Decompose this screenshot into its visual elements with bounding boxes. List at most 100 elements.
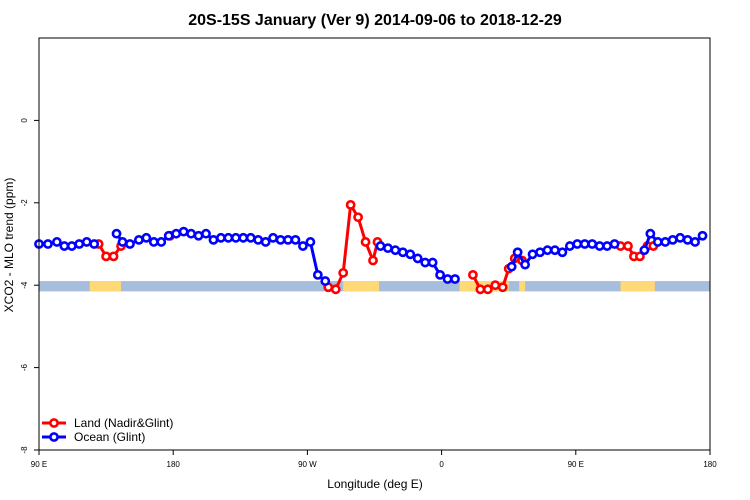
data-point — [375, 241, 386, 251]
data-point — [43, 239, 53, 249]
data-point — [405, 249, 416, 260]
y-tick-label: -6 — [20, 363, 29, 371]
data-point — [535, 247, 545, 258]
data-point — [59, 241, 70, 251]
land-band-segment — [89, 281, 122, 292]
data-point — [542, 245, 553, 256]
data-point — [178, 226, 189, 237]
data-point — [360, 237, 371, 247]
data-point — [602, 241, 613, 251]
data-point — [475, 284, 486, 295]
data-point — [125, 239, 135, 249]
data-point — [253, 234, 264, 245]
x-tick-label: 90 W — [298, 460, 317, 469]
data-point — [527, 249, 538, 260]
data-point — [345, 199, 356, 210]
data-point — [141, 232, 152, 243]
data-point — [645, 228, 656, 239]
y-tick-label: -8 — [20, 446, 29, 454]
data-point — [550, 245, 560, 256]
data-point — [134, 234, 144, 245]
data-point — [208, 234, 219, 245]
data-point — [305, 237, 316, 247]
data-point — [697, 230, 708, 241]
data-point — [675, 232, 686, 243]
data-point — [690, 237, 700, 247]
x-tick-label: 0 — [439, 460, 444, 469]
plot-frame — [38, 37, 711, 451]
data-point — [557, 247, 568, 258]
data-point — [51, 237, 62, 247]
data-point — [245, 232, 256, 243]
data-point — [201, 228, 211, 239]
data-point — [283, 234, 293, 245]
data-point — [108, 251, 119, 262]
x-axis-label: Longitude (deg E) — [327, 477, 422, 491]
legend-swatch-marker — [49, 432, 59, 442]
data-point — [652, 237, 663, 247]
data-point — [66, 241, 77, 251]
x-tick-label: 90 E — [31, 460, 47, 469]
data-point — [520, 259, 531, 270]
series-layer — [34, 199, 708, 295]
data-point — [512, 247, 523, 258]
data-point — [148, 237, 159, 247]
data-point — [193, 230, 204, 241]
x-tick-label: 90 E — [568, 460, 584, 469]
data-point — [320, 276, 331, 286]
data-point — [564, 241, 575, 251]
data-point — [353, 212, 363, 223]
data-point — [368, 255, 378, 266]
data-point — [435, 269, 446, 280]
data-point — [623, 241, 633, 251]
legend: Land (Nadir&Glint)Ocean (Glint) — [42, 416, 173, 444]
data-point — [609, 239, 620, 249]
series-line — [327, 200, 379, 292]
land-band-segment — [519, 281, 526, 292]
land-band-segment — [343, 281, 379, 292]
x-tick-label: 180 — [703, 460, 717, 469]
data-point — [298, 241, 308, 251]
data-point — [74, 239, 85, 249]
data-point — [238, 232, 249, 243]
data-point — [427, 257, 438, 268]
data-point — [506, 261, 517, 272]
y-tick-label: -2 — [20, 199, 29, 207]
data-point — [490, 280, 501, 291]
legend-swatch-marker — [49, 418, 59, 428]
data-point — [412, 253, 423, 264]
data-point — [312, 269, 323, 280]
data-point — [216, 232, 226, 243]
data-point — [230, 232, 241, 243]
data-point — [468, 269, 478, 280]
data-point — [450, 274, 460, 284]
data-point — [117, 237, 128, 247]
series-ocean — [34, 226, 708, 286]
data-point — [660, 237, 671, 247]
data-point — [268, 232, 279, 243]
data-point — [497, 282, 508, 293]
y-tick-label: 0 — [20, 118, 29, 123]
y-axis: -8 -6 -4 -2 0 — [20, 118, 39, 454]
data-point — [186, 228, 196, 239]
data-point — [667, 234, 678, 245]
x-axis: 90 E 180 90 W 0 90 E 180 — [31, 450, 717, 469]
data-point — [442, 274, 453, 284]
data-point — [89, 239, 100, 249]
data-point — [639, 245, 650, 256]
data-point — [587, 239, 598, 249]
data-point — [171, 228, 182, 239]
y-axis-label: XCO2 - MLO trend (ppm) — [2, 178, 16, 313]
legend-entry-label: Ocean (Glint) — [74, 430, 145, 444]
data-point — [682, 234, 693, 245]
data-point — [338, 267, 349, 278]
data-point — [275, 234, 286, 245]
data-point — [397, 247, 408, 258]
data-point — [482, 284, 493, 295]
data-point — [579, 239, 590, 249]
data-point — [383, 243, 393, 254]
data-point — [290, 234, 301, 245]
data-point — [81, 237, 92, 247]
data-point — [223, 232, 234, 243]
